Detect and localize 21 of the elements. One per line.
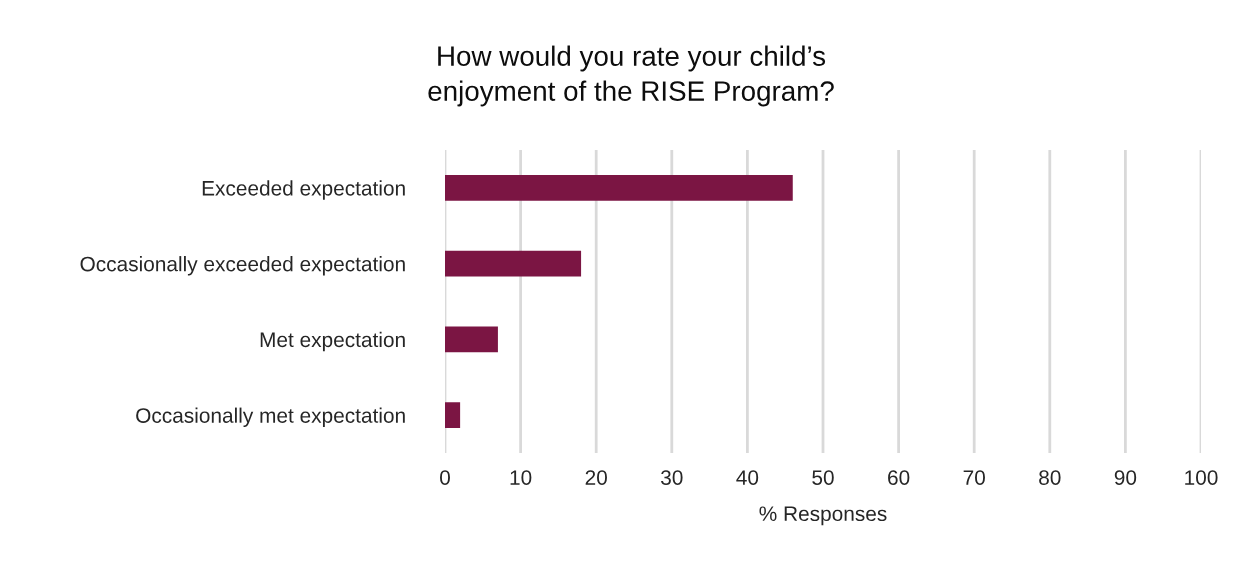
bar xyxy=(445,402,461,428)
y-tick-label: Met expectation xyxy=(260,331,405,352)
y-tick-label: Exceeded expectation xyxy=(202,180,405,200)
y-tick-label: Occasionally exceeded expectation xyxy=(80,256,405,276)
x-tick-label: 90 xyxy=(1114,470,1137,485)
x-tick-label: 10 xyxy=(510,470,532,485)
y-tick-label: Occasionally met expectation xyxy=(136,407,405,427)
bar xyxy=(445,326,498,353)
x-tick-label: 60 xyxy=(888,470,910,485)
x-tick-label: 20 xyxy=(585,470,607,485)
bar xyxy=(445,175,793,201)
x-tick-label: 70 xyxy=(963,470,985,485)
x-tick-label: 50 xyxy=(812,470,834,485)
x-tick-label: 30 xyxy=(661,470,683,485)
chart-title: How would you rate your child’s enjoyment of the RISE Program? xyxy=(428,45,834,107)
x-tick-label: 100 xyxy=(1185,470,1218,485)
x-tick-label: 40 xyxy=(736,470,759,485)
x-tick-label: 0 xyxy=(440,470,450,485)
x-tick-label: 80 xyxy=(1039,470,1061,485)
bar xyxy=(445,250,582,277)
x-axis-title: % Responses xyxy=(759,506,887,526)
